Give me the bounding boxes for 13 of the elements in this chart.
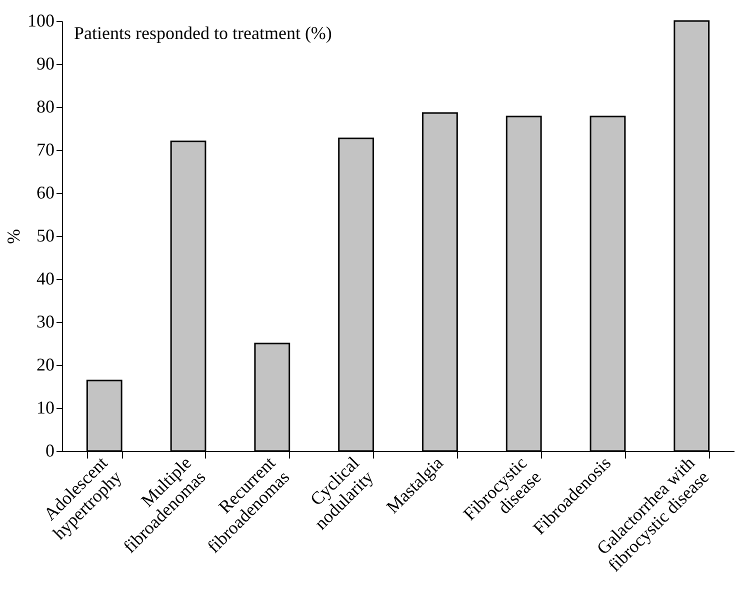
y-tick-label: 100	[28, 10, 54, 30]
y-tick-label: 30	[36, 312, 54, 332]
y-tick-label: 90	[36, 54, 54, 74]
y-tick-label: 60	[36, 182, 54, 202]
y-tick-label: 50	[36, 226, 54, 246]
y-tick-label: 80	[36, 96, 54, 116]
y-axis-title: %	[4, 229, 24, 244]
y-tick-label: 70	[36, 140, 54, 160]
chart-title: Patients responded to treatment (%)	[74, 23, 332, 43]
y-tick-label: 10	[36, 398, 54, 418]
y-tick-label: 20	[36, 354, 54, 374]
y-tick-label: 0	[46, 440, 54, 460]
y-tick-label: 40	[36, 268, 54, 288]
